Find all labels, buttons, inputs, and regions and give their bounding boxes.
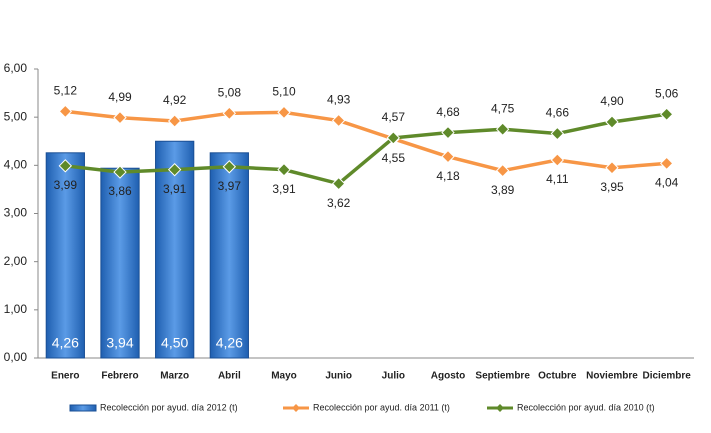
data-label: 3,86 [108,184,132,198]
marker [222,160,237,174]
data-label: 4,55 [382,151,406,165]
x-tick-label: Junio [325,371,352,382]
data-label: 4,90 [600,94,624,108]
bar-label: 4,50 [161,335,188,351]
x-tick-label: Septiembre [475,371,530,382]
data-label: 4,66 [546,106,570,120]
data-label: 5,06 [655,86,679,100]
x-tick-label: Febrero [101,371,138,382]
bar [45,152,85,359]
marker [441,149,455,164]
bar [100,167,140,359]
marker [605,115,619,129]
marker [659,156,674,171]
legend-swatch [69,404,97,412]
legend-marker [292,404,300,412]
data-label: 3,91 [163,182,187,196]
y-tick-label: 5,00 [4,109,28,123]
x-tick-label: Noviembre [586,371,638,382]
marker [277,105,291,120]
x-tick-label: Mayo [271,371,297,382]
marker [386,131,401,145]
marker [167,114,182,128]
y-tick-label: 3,00 [4,206,28,220]
x-tick-label: Enero [51,371,79,382]
y-tick-label: 1,00 [4,302,28,316]
bar-label: 4,26 [216,335,243,351]
bar [155,140,195,359]
data-label: 4,75 [491,101,515,115]
x-tick-label: Agosto [431,371,465,382]
data-label: 3,97 [218,179,242,193]
marker [113,165,127,179]
y-tick-label: 6,00 [4,61,28,75]
marker [222,106,237,121]
marker [167,162,182,177]
marker [495,122,510,136]
marker [113,110,127,125]
x-tick-label: Octubre [538,371,577,382]
data-label: 4,92 [163,93,187,107]
marker [441,125,455,140]
marker [659,107,674,121]
legend-label: Recolección por ayud. día 2011 (t) [313,402,450,412]
marker [550,153,565,167]
line [65,112,667,186]
marker [550,126,565,141]
bar-label: 3,94 [106,335,133,351]
line [65,109,667,173]
data-label: 4,93 [327,93,351,107]
y-tick-label: 0,00 [4,350,28,364]
marker [331,113,346,128]
x-tick-label: Diciembre [642,371,691,382]
legend-label: Recolección por ayud. día 2012 (t) [100,402,238,412]
bar [209,152,249,359]
data-label: 4,11 [546,172,569,186]
marker [331,176,346,191]
marker [58,159,73,173]
data-label: 4,57 [382,110,406,124]
bar-label: 4,26 [52,335,79,351]
data-label: 3,95 [600,180,624,194]
x-tick-label: Marzo [160,371,189,382]
marker [495,163,510,178]
data-label: 4,68 [436,105,460,119]
data-label: 3,62 [327,196,351,210]
data-label: 4,99 [108,90,132,104]
marker [605,161,619,175]
data-label: 5,10 [272,85,296,99]
legend-label: Recolección por ayud. día 2010 (t) [517,402,655,412]
data-label: 5,08 [218,85,242,99]
marker [277,162,291,177]
data-label: 4,18 [436,169,460,183]
data-label: 5,12 [54,84,78,98]
data-label: 4,04 [655,176,679,190]
y-tick-label: 4,00 [4,158,28,172]
marker [58,104,73,119]
data-label: 3,99 [54,178,78,192]
x-tick-label: Abril [218,371,241,382]
data-label: 3,91 [272,182,296,196]
y-tick-label: 2,00 [4,254,28,268]
x-tick-label: Julio [382,371,405,382]
legend-marker [496,404,504,412]
data-label: 3,89 [491,183,515,197]
